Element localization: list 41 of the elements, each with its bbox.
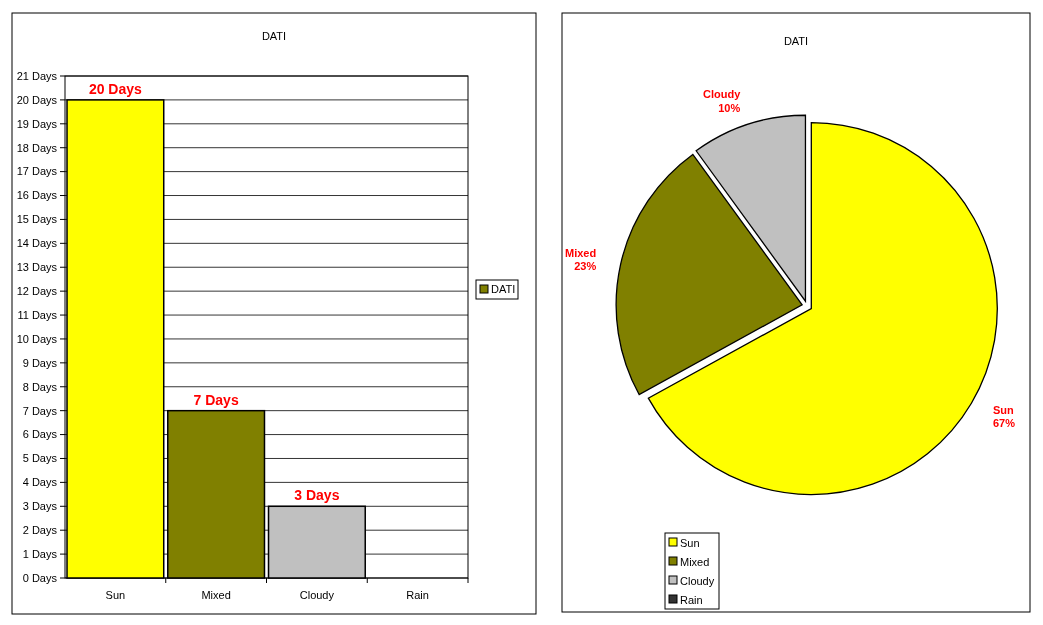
- y-tick-label: 12 Days: [16, 284, 58, 297]
- y-tick-label: 4 Days: [22, 476, 58, 489]
- data-label: 23%: [574, 259, 597, 272]
- data-label: 10%: [718, 101, 741, 114]
- y-tick-label: 9 Days: [22, 356, 58, 369]
- y-tick-label: 0 Days: [22, 571, 58, 584]
- x-tick-label: Rain: [406, 589, 429, 601]
- y-tick-label: 18 Days: [16, 141, 58, 154]
- x-tick-label: Cloudy: [299, 589, 335, 601]
- slice-label: Cloudy: [702, 88, 742, 101]
- x-tick-label: Sun: [105, 589, 126, 601]
- y-tick-label: 13 Days: [16, 261, 58, 274]
- y-tick-label: 10 Days: [16, 332, 58, 345]
- y-tick-label: 1 Days: [22, 547, 58, 560]
- y-tick-label: 21 Days: [16, 69, 58, 82]
- data-label: 3 Days: [294, 487, 340, 504]
- y-tick-label: 15 Days: [16, 213, 58, 226]
- y-tick-label: 6 Days: [22, 428, 58, 441]
- chart-title: DATI: [261, 30, 287, 42]
- x-tick-label: Mixed: [201, 589, 231, 601]
- y-tick-label: 16 Days: [16, 189, 58, 202]
- legend-label: Sun: [680, 537, 700, 549]
- data-label: 7 Days: [193, 391, 239, 408]
- y-tick-label: 8 Days: [22, 380, 58, 393]
- legend-label: Mixed: [680, 556, 710, 568]
- data-label: 20 Days: [88, 80, 143, 97]
- y-tick-label: 3 Days: [22, 500, 58, 513]
- data-label: 67%: [992, 416, 1016, 429]
- y-tick-label: 17 Days: [16, 165, 58, 178]
- y-tick-label: 20 Days: [16, 93, 58, 106]
- slice-label: Sun: [992, 403, 1014, 416]
- slice-label: Mixed: [565, 246, 597, 259]
- y-tick-label: 5 Days: [22, 452, 58, 465]
- legend-label: DATI: [491, 283, 516, 295]
- chart-title: DATI: [783, 35, 809, 47]
- y-tick-label: 14 Days: [16, 237, 58, 250]
- y-tick-label: 19 Days: [16, 117, 58, 130]
- y-tick-label: 7 Days: [22, 404, 58, 417]
- y-tick-label: 11 Days: [17, 308, 58, 321]
- legend-label: Cloudy: [680, 575, 715, 587]
- y-tick-label: 2 Days: [22, 524, 58, 537]
